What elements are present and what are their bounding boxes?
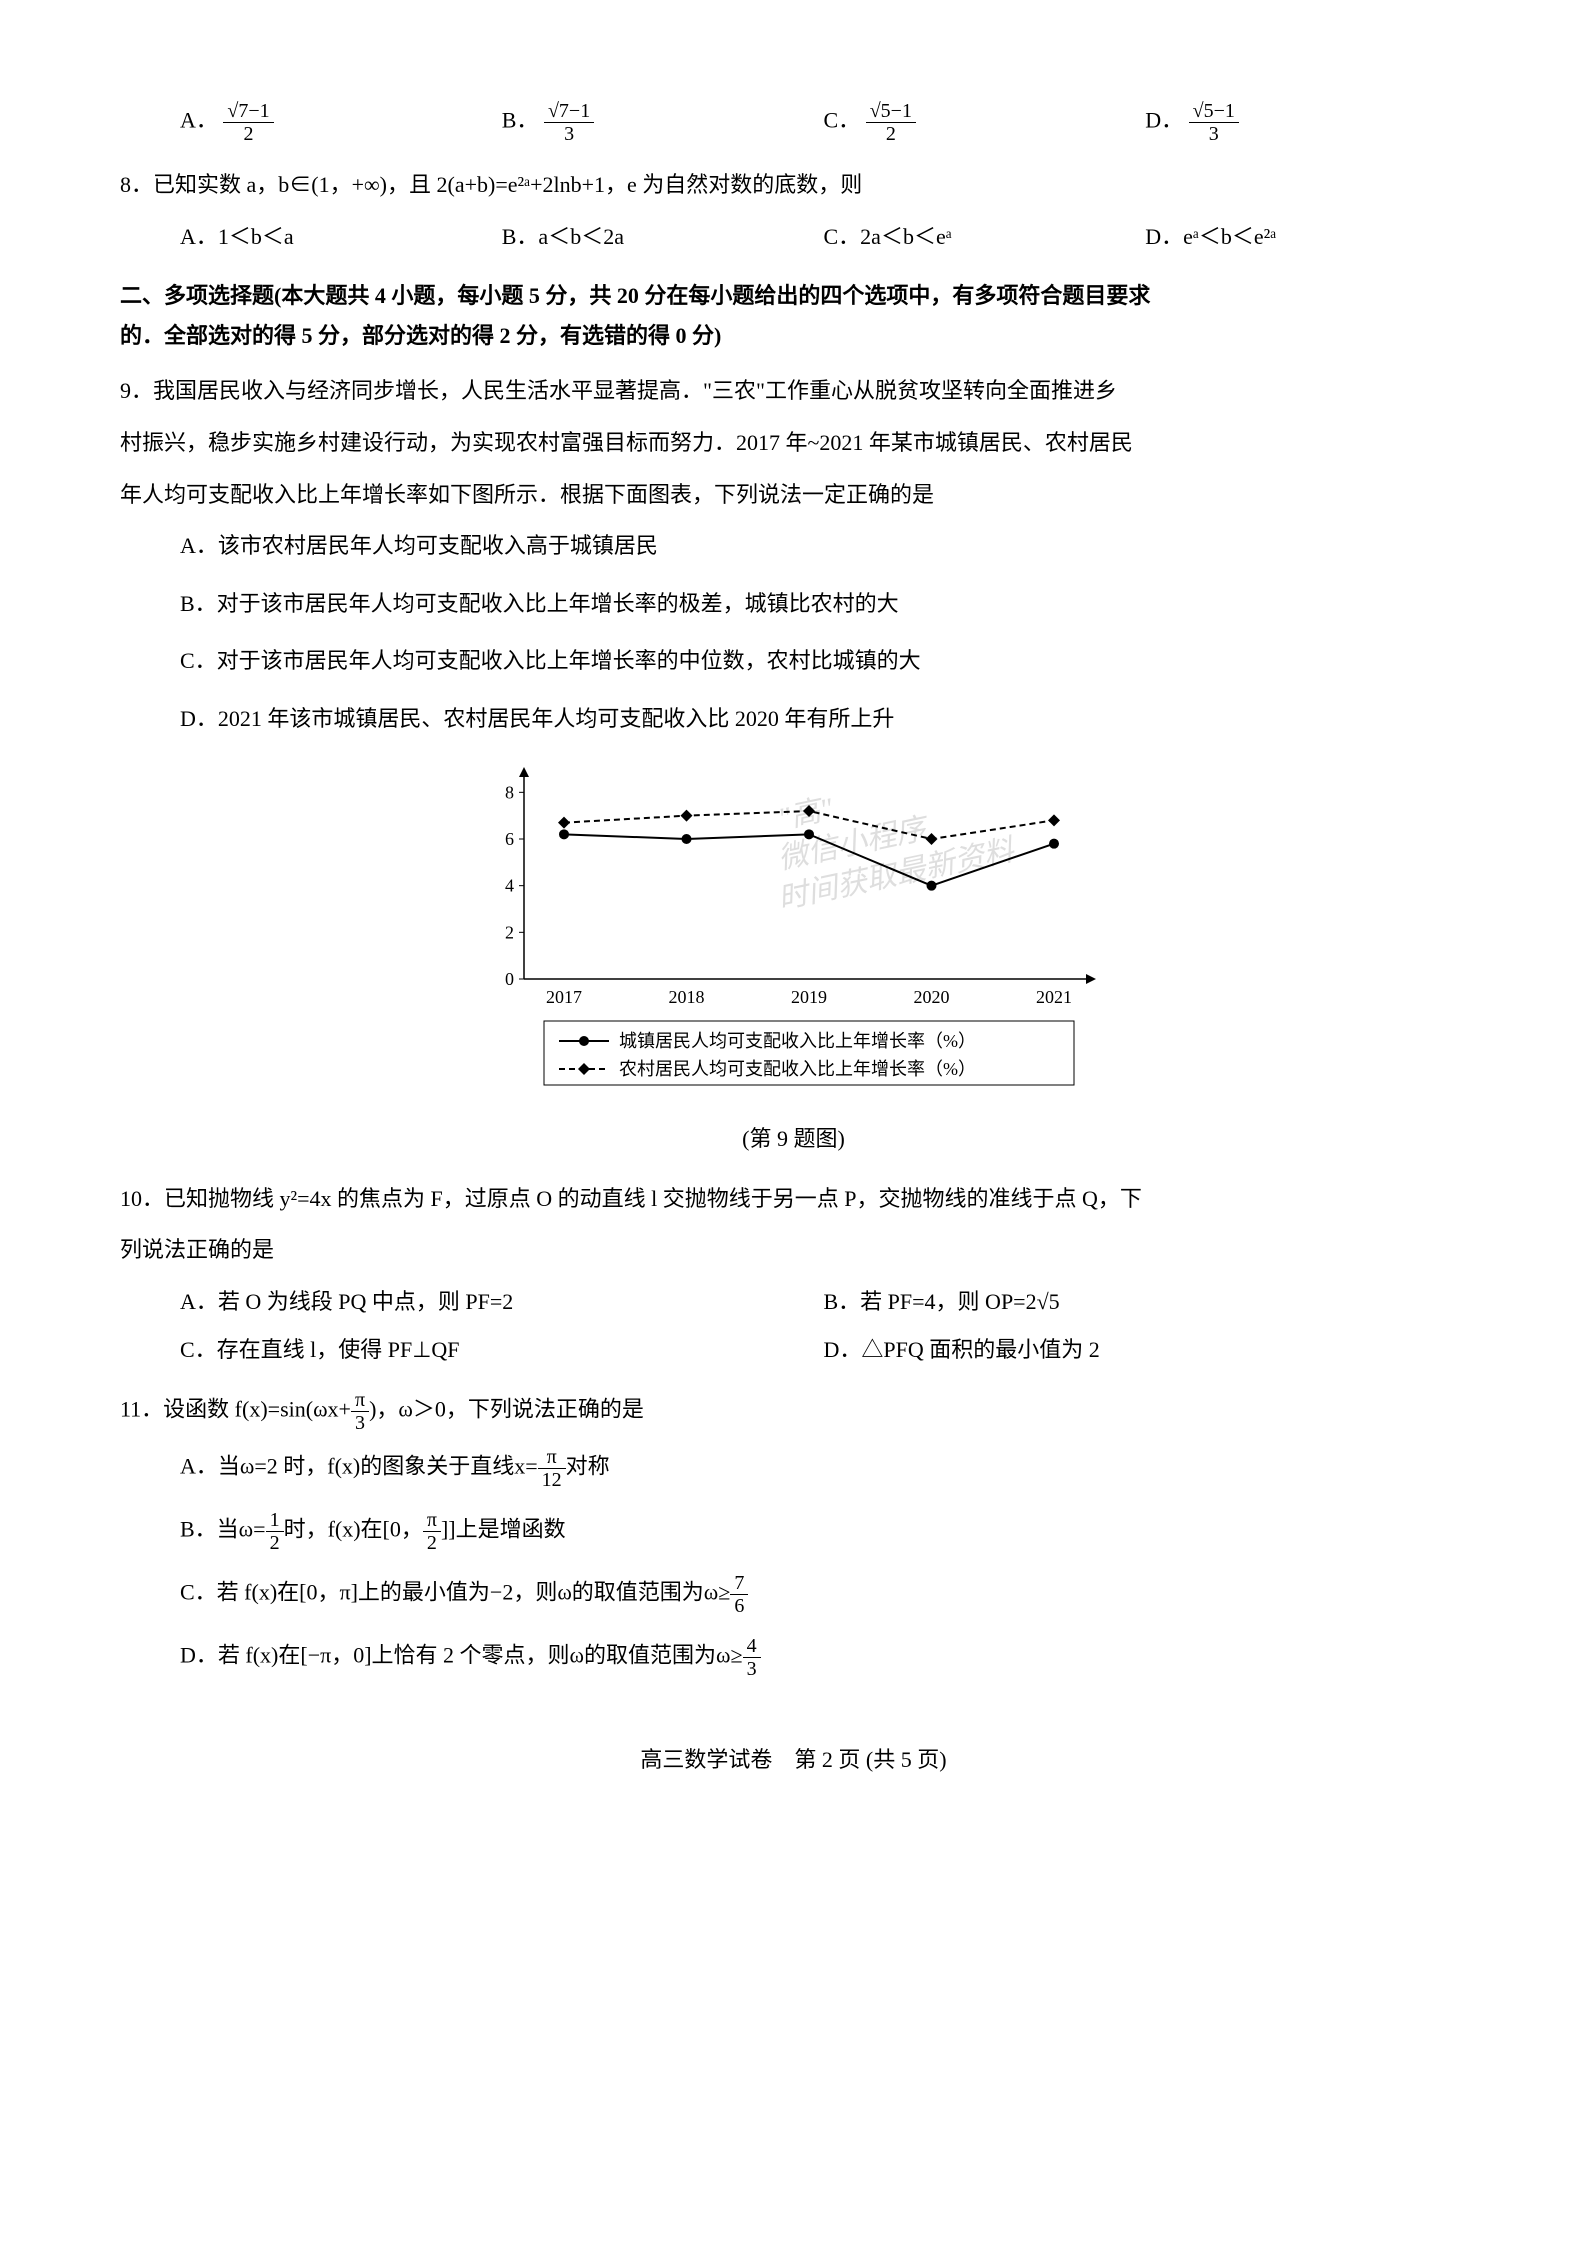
- q8-text: 8．已知实数 a，b∈(1，+∞)，且 2(a+b)=e²ᵃ+2lnb+1，e …: [120, 165, 1467, 205]
- q11-option-C: C．若 f(x)在[0，π]上的最小值为−2，则ω的取值范围为ω≥76: [180, 1572, 1467, 1617]
- q10-p2: 列说法正确的是: [120, 1230, 1467, 1270]
- option-label: B．: [502, 108, 539, 133]
- q8-option-B: B．a＜b＜2a: [502, 217, 824, 257]
- q11: 11．设函数 f(x)=sin(ωx+π3)，ω＞0，下列说法正确的是 A．当ω…: [120, 1389, 1467, 1680]
- q8: 8．已知实数 a，b∈(1，+∞)，且 2(a+b)=e²ᵃ+2lnb+1，e …: [120, 165, 1467, 256]
- section2-heading: 二、多项选择题(本大题共 4 小题，每小题 5 分，共 20 分在每小题给出的四…: [120, 276, 1467, 355]
- q9-p2: 村振兴，稳步实施乡村建设行动，为实现农村富强目标而努力．2017 年~2021 …: [120, 423, 1467, 463]
- svg-text:2017: 2017: [546, 987, 582, 1007]
- q9-chart-wrap: "高"微信小程序时间获取最新资料024682017201820192020202…: [120, 759, 1467, 1159]
- q10-option-A: A．若 O 为线段 PQ 中点，则 PF=2: [180, 1282, 824, 1322]
- q9-option-B: B．对于该市居民年人均可支配收入比上年增长率的极差，城镇比农村的大: [180, 584, 1467, 624]
- q11-text: 11．设函数 f(x)=sin(ωx+π3)，ω＞0，下列说法正确的是: [120, 1389, 1467, 1434]
- svg-text:2018: 2018: [668, 987, 704, 1007]
- option-label: A．: [180, 108, 218, 133]
- q9-chart: "高"微信小程序时间获取最新资料024682017201820192020202…: [474, 759, 1114, 1099]
- q11-option-D: D．若 f(x)在[−π，0]上恰有 2 个零点，则ω的取值范围为ω≥43: [180, 1635, 1467, 1680]
- option-label: D．: [1145, 108, 1183, 133]
- q7-option-B: B． √7−13: [502, 100, 824, 145]
- q7-option-D: D． √5−13: [1145, 100, 1467, 145]
- svg-text:6: 6: [505, 829, 514, 849]
- section2-line2: 的．全部选对的得 5 分，部分选对的得 2 分，有选错的得 0 分): [120, 316, 1467, 356]
- q9-p3: 年人均可支配收入比上年增长率如下图所示．根据下面图表，下列说法一定正确的是: [120, 475, 1467, 515]
- q10-p1: 10．已知抛物线 y²=4x 的焦点为 F，过原点 O 的动直线 l 交抛物线于…: [120, 1179, 1467, 1219]
- option-label: C．: [824, 108, 861, 133]
- svg-text:城镇居民人均可支配收入比上年增长率（%）: 城镇居民人均可支配收入比上年增长率（%）: [619, 1031, 976, 1051]
- q9-caption: (第 9 题图): [120, 1119, 1467, 1159]
- q9-p1: 9．我国居民收入与经济同步增长，人民生活水平显著提高．"三农"工作重心从脱贫攻坚…: [120, 371, 1467, 411]
- svg-text:0: 0: [505, 969, 514, 989]
- q8-option-A: A．1＜b＜a: [180, 217, 502, 257]
- svg-text:2019: 2019: [791, 987, 827, 1007]
- q9-option-C: C．对于该市居民年人均可支配收入比上年增长率的中位数，农村比城镇的大: [180, 641, 1467, 681]
- svg-text:"高": "高": [775, 792, 836, 836]
- q9-option-A: A．该市农村居民年人均可支配收入高于城镇居民: [180, 526, 1467, 566]
- q9: 9．我国居民收入与经济同步增长，人民生活水平显著提高．"三农"工作重心从脱贫攻坚…: [120, 371, 1467, 1158]
- svg-text:农村居民人均可支配收入比上年增长率（%）: 农村居民人均可支配收入比上年增长率（%）: [619, 1059, 976, 1079]
- q11-option-A: A．当ω=2 时，f(x)的图象关于直线x=π12对称: [180, 1446, 1467, 1491]
- q7-option-A: A． √7−12: [180, 100, 502, 145]
- q10-option-D: D．△PFQ 面积的最小值为 2: [824, 1330, 1468, 1370]
- svg-text:2020: 2020: [913, 987, 949, 1007]
- svg-text:4: 4: [505, 875, 514, 895]
- q8-option-D: D．eᵃ＜b＜e²ᵃ: [1145, 217, 1467, 257]
- svg-text:2021: 2021: [1036, 987, 1072, 1007]
- svg-text:2: 2: [505, 922, 514, 942]
- q11-option-B: B．当ω=12时，f(x)在[0，π2]]上是增函数: [180, 1509, 1467, 1554]
- q10-option-C: C．存在直线 l，使得 PF⊥QF: [180, 1330, 824, 1370]
- q10-option-B: B．若 PF=4，则 OP=2√5: [824, 1282, 1468, 1322]
- q10: 10．已知抛物线 y²=4x 的焦点为 F，过原点 O 的动直线 l 交抛物线于…: [120, 1179, 1467, 1369]
- q8-option-C: C．2a＜b＜eᵃ: [824, 217, 1146, 257]
- q7-options: A． √7−12 B． √7−13 C． √5−12 D． √5−13: [120, 100, 1467, 145]
- q7-option-C: C． √5−12: [824, 100, 1146, 145]
- page-footer: 高三数学试卷 第 2 页 (共 5 页): [120, 1740, 1467, 1780]
- q9-option-D: D．2021 年该市城镇居民、农村居民年人均可支配收入比 2020 年有所上升: [180, 699, 1467, 739]
- svg-text:8: 8: [505, 782, 514, 802]
- section2-line1: 二、多项选择题(本大题共 4 小题，每小题 5 分，共 20 分在每小题给出的四…: [120, 276, 1467, 316]
